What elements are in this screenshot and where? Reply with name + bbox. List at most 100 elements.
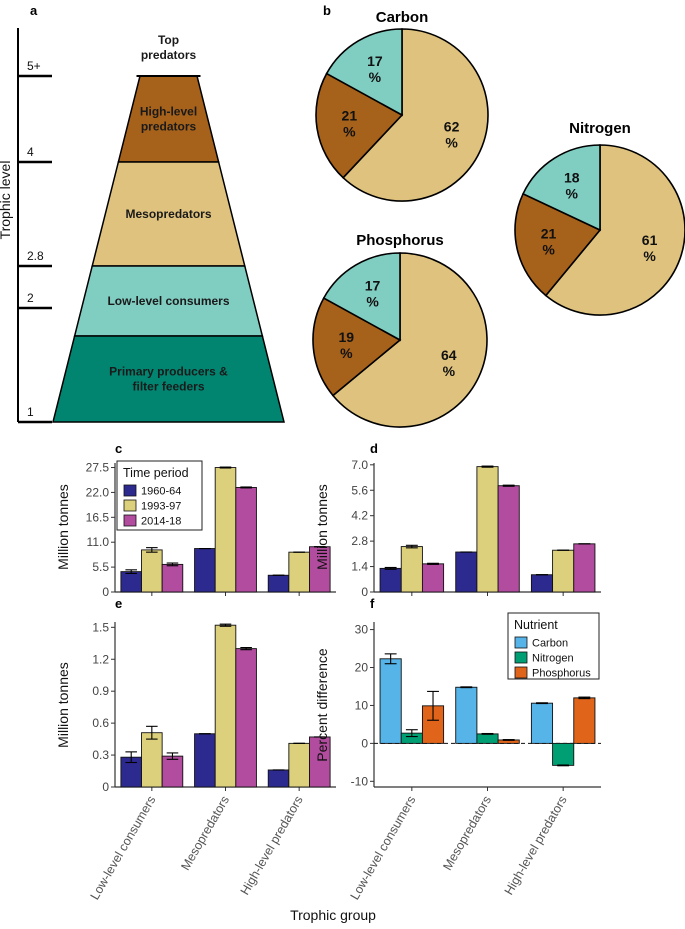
pie-slice-label: 18%: [564, 170, 580, 202]
y-tick-label: 5.6: [351, 483, 368, 497]
pie-phosphorus: Phosphorus 64 % 19 % 17%: [312, 232, 488, 428]
trophic-tick-label: 4: [27, 145, 34, 159]
pyramid-top-label: predators: [141, 48, 197, 62]
y-tick-label: 27.5: [86, 461, 110, 475]
trophic-tick-label: 1: [27, 405, 34, 419]
bar: [235, 486, 257, 593]
bar: [455, 686, 478, 744]
legend: Nutrient Carbon Nitrogen Phosphorus: [507, 612, 600, 680]
legend-title: Nutrient: [514, 618, 558, 632]
legend-label: Nitrogen: [532, 653, 574, 665]
legend-swatch: [514, 651, 528, 664]
legend: Time period 1960-64 1993-97 2014-18: [116, 460, 203, 531]
y-tick-label: 11.0: [87, 535, 110, 549]
bar: [161, 563, 184, 593]
trophic-tick-label: 2.8: [27, 249, 44, 263]
panel-label-a: a: [30, 3, 38, 18]
panel-label-e: e: [115, 596, 122, 611]
x-tick-label: High-level predators: [502, 794, 570, 898]
y-tick-label: 20: [355, 661, 369, 675]
pie-slice: [522, 144, 601, 232]
bar: [214, 624, 237, 788]
bar: [552, 742, 575, 766]
legend-label: 1960-64: [141, 486, 181, 498]
legend-label: 1993-97: [141, 501, 181, 513]
legend-label: Carbon: [532, 638, 568, 650]
x-tick-label: Mesopredators: [440, 794, 494, 873]
bar: [400, 546, 423, 593]
bar: [421, 563, 445, 593]
trophic-tick-label: 5+: [27, 59, 41, 73]
bar: [379, 658, 402, 744]
x-tick-label: Mesopredators: [178, 794, 232, 873]
panel-label-c: c: [115, 441, 122, 456]
bar: [455, 551, 478, 593]
pie-slice-label: 61%: [642, 232, 658, 264]
trophic-pyramid: 122.845+Trophic levelHigh-levelpredators…: [0, 28, 285, 424]
pie-slice: [341, 28, 489, 202]
bar: [235, 648, 257, 788]
y-tick-label: 0.3: [92, 748, 109, 762]
pyramid-band-label: Low-level consumers: [107, 294, 229, 308]
y-axis-title: Million tonnes: [55, 662, 71, 748]
bar-chart-d: 0 1.4 2.8 4.2 5.6 7.0 Million tonnes: [314, 458, 601, 599]
y-tick-label: 0: [102, 780, 109, 794]
bar: [267, 769, 290, 788]
pie-slice: [331, 252, 488, 428]
y-axis-title: Million tonnes: [55, 484, 71, 570]
bar: [141, 549, 163, 593]
bar: [214, 467, 237, 593]
bar: [141, 732, 163, 788]
bar-chart-c: 0 5.5 11.0 16.5 22.0 27.5 Million tonnes Time p…: [55, 460, 336, 599]
y-tick-label: 0: [361, 585, 368, 599]
pie-title: Carbon: [376, 9, 429, 26]
y-tick-label: -10: [351, 774, 369, 788]
bar: [476, 733, 499, 744]
pyramid-band-label: Primary producers &: [109, 365, 228, 379]
legend-swatch: [514, 666, 528, 679]
y-axis-title: Million tonnes: [314, 484, 330, 570]
bar-chart-f: -10 0 10 20 30 Percent difference Low-level co…: [314, 612, 601, 902]
pie-slice-label: 64%: [441, 347, 457, 379]
panel-label-b: b: [323, 3, 331, 18]
pie-slice: [544, 144, 685, 316]
pie-slice: [315, 72, 404, 179]
y-tick-label: 0.6: [92, 716, 109, 730]
legend-swatch: [123, 484, 137, 497]
bar: [194, 733, 216, 788]
y-tick-label: 16.5: [86, 510, 110, 524]
pie-title: Nitrogen: [569, 120, 631, 137]
y-tick-label: 1.4: [351, 560, 368, 574]
panel-label-d: d: [370, 441, 378, 456]
y-tick-label: 0: [361, 736, 368, 750]
nutrient-pie-charts: Carbon 62 % 21 % 17 % Nitrogen 61 % 21 % 18 % Phosphor…: [312, 9, 685, 428]
legend-label: Phosphorus: [532, 668, 591, 680]
pie-slice: [514, 192, 602, 297]
y-tick-label: 30: [355, 623, 369, 637]
bar: [288, 742, 310, 788]
pyramid-band: [52, 335, 285, 423]
pie-slice-label: 17%: [367, 53, 383, 85]
pie-slice: [312, 297, 402, 397]
pyramid-band-label: High-level: [140, 105, 197, 119]
trophic-tick-label: 2: [27, 291, 34, 305]
pie-slice-label: 62%: [444, 119, 460, 151]
pie-nitrogen: Nitrogen 61 % 21 % 18%: [514, 120, 685, 316]
y-tick-label: 1.2: [92, 652, 109, 666]
legend-swatch: [123, 514, 137, 527]
x-tick-label: Low-level consumers: [88, 794, 159, 903]
y-tick-label: 0.9: [92, 684, 109, 698]
pyramid-band-label: filter feeders: [132, 380, 204, 394]
bar: [379, 567, 402, 593]
legend-label: 2014-18: [141, 516, 181, 528]
y-tick-label: 4.2: [351, 509, 368, 523]
bar: [497, 485, 520, 593]
y-axis-title: Percent difference: [314, 648, 330, 762]
pyramid-band-label: Mesopredators: [125, 207, 211, 221]
pie-slice: [325, 28, 403, 117]
pie-slice-label: 19%: [339, 329, 355, 361]
legend-title: Time period: [123, 466, 189, 480]
bar: [120, 571, 142, 593]
y-tick-label: 5.5: [92, 560, 109, 574]
y-tick-label: 7.0: [351, 458, 368, 472]
